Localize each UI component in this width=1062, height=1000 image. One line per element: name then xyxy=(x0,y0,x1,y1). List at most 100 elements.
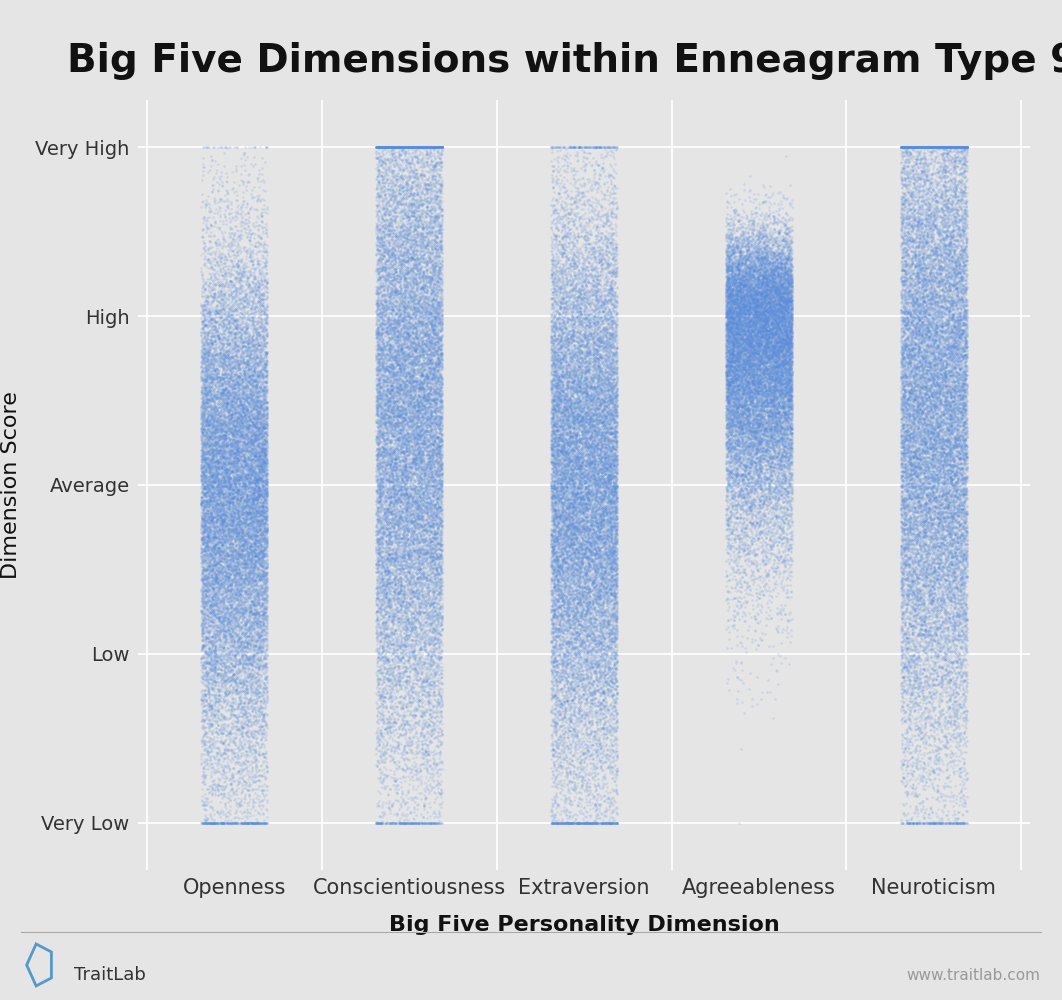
Point xyxy=(372,670,389,686)
Point xyxy=(905,189,922,205)
Point xyxy=(418,319,435,335)
Point xyxy=(781,388,798,404)
Point xyxy=(766,408,783,424)
Point xyxy=(783,484,800,500)
Point xyxy=(377,324,394,340)
Point xyxy=(754,313,771,329)
Point xyxy=(250,342,267,358)
Point xyxy=(566,432,583,448)
Point xyxy=(920,445,937,461)
Point xyxy=(718,269,735,285)
Point xyxy=(938,551,955,567)
Point xyxy=(551,295,568,311)
Point xyxy=(202,546,219,562)
Point xyxy=(208,482,225,498)
Point xyxy=(578,522,595,538)
Point xyxy=(549,767,566,783)
Point xyxy=(940,536,957,552)
Point xyxy=(721,488,738,504)
Point xyxy=(760,318,777,334)
Point xyxy=(239,551,256,567)
Point xyxy=(249,332,266,348)
Point xyxy=(731,326,748,342)
Point xyxy=(769,287,786,303)
Point xyxy=(427,452,444,468)
Point xyxy=(566,640,583,656)
Point xyxy=(204,781,221,797)
Point xyxy=(945,394,962,410)
Point xyxy=(252,173,269,189)
Point xyxy=(918,624,935,640)
Point xyxy=(721,229,738,245)
Point xyxy=(200,526,217,542)
Point xyxy=(894,165,911,181)
Point xyxy=(569,396,586,412)
Point xyxy=(193,642,210,658)
Point xyxy=(748,388,765,404)
Point xyxy=(923,423,940,439)
Point xyxy=(234,595,251,611)
Point xyxy=(952,139,969,155)
Point xyxy=(204,336,221,352)
Point xyxy=(955,483,972,499)
Point xyxy=(606,483,623,499)
Point xyxy=(424,227,441,243)
Point xyxy=(566,328,583,344)
Point xyxy=(233,537,250,553)
Point xyxy=(243,682,260,698)
Point xyxy=(207,707,224,723)
Point xyxy=(731,391,748,407)
Point xyxy=(590,607,607,623)
Point xyxy=(219,686,236,702)
Point xyxy=(568,382,585,398)
Point xyxy=(571,434,588,450)
Point xyxy=(431,192,448,208)
Point xyxy=(898,537,915,553)
Point xyxy=(579,719,596,735)
Point xyxy=(893,757,910,773)
Point xyxy=(769,409,786,425)
Point xyxy=(723,296,740,312)
Point xyxy=(588,620,605,636)
Point xyxy=(726,393,743,409)
Point xyxy=(580,398,597,414)
Point xyxy=(233,389,250,405)
Point xyxy=(198,299,215,315)
Point xyxy=(375,300,392,316)
Point xyxy=(396,632,413,648)
Point xyxy=(239,504,256,520)
Point xyxy=(593,423,610,439)
Point xyxy=(604,520,621,536)
Point xyxy=(235,652,252,668)
Point xyxy=(200,624,217,640)
Point xyxy=(744,263,761,279)
Point xyxy=(387,680,404,696)
Point xyxy=(394,487,411,503)
Point xyxy=(224,563,241,579)
Point xyxy=(724,561,741,577)
Point xyxy=(425,348,442,364)
Point xyxy=(598,390,615,406)
Point xyxy=(924,446,941,462)
Point xyxy=(195,492,212,508)
Point xyxy=(585,761,602,777)
Point xyxy=(554,489,571,505)
Point xyxy=(938,662,955,678)
Point xyxy=(950,223,967,239)
Point xyxy=(751,517,768,533)
Point xyxy=(206,569,223,585)
Point xyxy=(749,306,766,322)
Point xyxy=(950,517,967,533)
Point xyxy=(926,422,943,438)
Point xyxy=(772,363,789,379)
Point xyxy=(230,387,247,403)
Point xyxy=(397,787,414,803)
Point xyxy=(938,646,955,662)
Point xyxy=(416,392,433,408)
Point xyxy=(609,544,626,560)
Point xyxy=(736,278,753,294)
Point xyxy=(241,414,258,430)
Point xyxy=(937,225,954,241)
Point xyxy=(562,526,579,542)
Point xyxy=(582,394,599,410)
